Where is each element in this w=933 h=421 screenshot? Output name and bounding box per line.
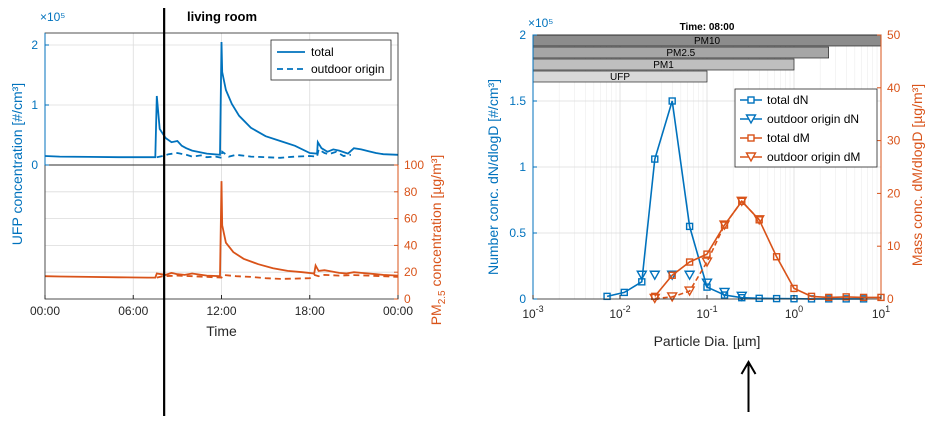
point-total-dM (790, 284, 798, 293)
size-bin-label: PM1 (653, 60, 674, 71)
left-y-tick-label: 2 (519, 28, 526, 42)
point-total-dM (842, 293, 850, 301)
legend-label: total dN (767, 93, 808, 107)
point-total-dM (859, 293, 868, 302)
series-top-outdoor (156, 147, 352, 159)
point-outdoor-origin-dN (683, 270, 696, 281)
x-tick-label: 06:00 (118, 304, 148, 318)
bottom-y-tick-label: 60 (404, 212, 418, 226)
point-outdoor-origin-dM (666, 292, 678, 303)
point-total-dM (668, 271, 676, 279)
bottom-y-tick-label: 40 (404, 238, 418, 252)
point-total-dM (703, 250, 711, 258)
point-total-dN (755, 294, 763, 303)
right-y-axis-label: PM2.5 concentration [µg/m³] (428, 155, 448, 326)
left-chart: 0 1 2×10⁵ 0 20 40 60 80 100 00:00 06:00 12:00 18:00 0… (9, 8, 448, 416)
x-tick-label: 00:00 (30, 304, 60, 318)
top-exponent-label: ×10⁵ (40, 10, 65, 24)
arrow-head (740, 360, 757, 375)
point-outdoor-origin-dN (649, 270, 661, 281)
point-outdoor-origin-dM (753, 215, 765, 226)
chart-title: Time: 08:00 (680, 22, 735, 33)
left-y-axis-label: Number conc. dN/dlogD [#/cm³] (485, 79, 501, 275)
point-total-dM (825, 293, 833, 302)
legend-label: outdoor origin dM (767, 150, 860, 164)
series-bottom-outdoor (156, 273, 399, 280)
left-y-tick-label: 1 (519, 160, 526, 174)
size-bin-label: PM2.5 (666, 48, 695, 59)
point-total-dN (668, 97, 676, 105)
point-outdoor-origin-dN (666, 270, 678, 281)
x-tick-label: 18:00 (295, 304, 325, 318)
legend-label: total dM (767, 131, 810, 145)
point-outdoor-origin-dM (736, 196, 748, 207)
size-bin-label: PM10 (694, 36, 721, 47)
legend-label: outdoor origin dN (767, 112, 859, 126)
bottom-y-tick-label: 0 (404, 292, 411, 306)
top-y-tick-label: 1 (31, 98, 38, 112)
bottom-y-tick-label: 100 (404, 158, 424, 172)
series-top-total (44, 41, 399, 159)
x-tick-label: 00:00 (383, 304, 413, 318)
point-outdoor-origin-dN (718, 287, 731, 298)
x-tick-label: 10-2 (609, 304, 630, 321)
point-total-dM (685, 258, 694, 266)
x-tick-label: 100 (785, 304, 803, 321)
point-outdoor-origin-dN (636, 270, 648, 281)
series-line-outdoor-origin-dM (654, 200, 760, 300)
legend-swatch-marker (747, 96, 755, 104)
x-tick-label: 10-3 (522, 304, 543, 321)
right-y-tick-label: 30 (887, 134, 901, 148)
legend-swatch-marker (747, 134, 755, 142)
legend-label-outdoor: outdoor origin (311, 62, 384, 76)
x-axis-label: Time (206, 323, 237, 339)
legend-swatch-marker (745, 152, 757, 163)
left-y-tick-label: 0.5 (509, 226, 526, 240)
point-total-dN (620, 288, 628, 297)
exponent-label: ×10⁵ (528, 16, 553, 30)
x-axis-label: Particle Dia. [µm] (654, 333, 761, 349)
legend-box (270, 39, 392, 81)
bottom-y-tick-label: 20 (404, 265, 418, 279)
right-chart: PM10PM2.5PM1UFP00.511.5201020304050×10⁵1… (485, 16, 925, 412)
left-y-tick-label: 1.5 (509, 94, 526, 108)
right-y-tick-label: 40 (887, 81, 901, 95)
left-y-axis-label: UFP concentration [#/cm³] (9, 83, 25, 245)
right-y-axis-label: Mass conc. dM/dlogD [µg/m³] (909, 84, 925, 266)
right-y-tick-label: 20 (887, 186, 901, 200)
left-y-tick-label: 0 (519, 292, 526, 306)
legend-swatch-marker (745, 114, 757, 125)
legend-box (734, 88, 878, 168)
point-total-dN (685, 222, 694, 231)
right-y-tick-label: 50 (887, 28, 901, 42)
x-tick-label: 12:00 (206, 304, 236, 318)
chart-title: living room (187, 9, 257, 24)
point-outdoor-origin-dM (683, 286, 696, 297)
top-y-tick-label: 0 (31, 158, 38, 172)
point-total-dN (651, 155, 659, 163)
right-y-tick-label: 0 (887, 292, 894, 306)
bottom-y-tick-label: 80 (404, 185, 418, 199)
point-outdoor-origin-dN (701, 278, 713, 289)
point-outdoor-origin-dM (718, 220, 731, 231)
point-total-dM (772, 253, 781, 261)
top-y-tick-label: 2 (31, 38, 38, 52)
x-tick-label: 101 (872, 304, 890, 321)
right-y-tick-label: 10 (887, 239, 901, 253)
point-outdoor-origin-dN (736, 291, 748, 302)
point-outdoor-origin-dM (701, 257, 713, 268)
point-total-dN (703, 283, 711, 291)
point-outdoor-origin-dM (649, 293, 661, 304)
point-total-dN (720, 291, 729, 299)
x-tick-label: 10-1 (696, 304, 717, 321)
size-bin-label: UFP (610, 72, 630, 83)
legend-label-total: total (311, 45, 334, 59)
series-bottom-total (44, 181, 399, 279)
